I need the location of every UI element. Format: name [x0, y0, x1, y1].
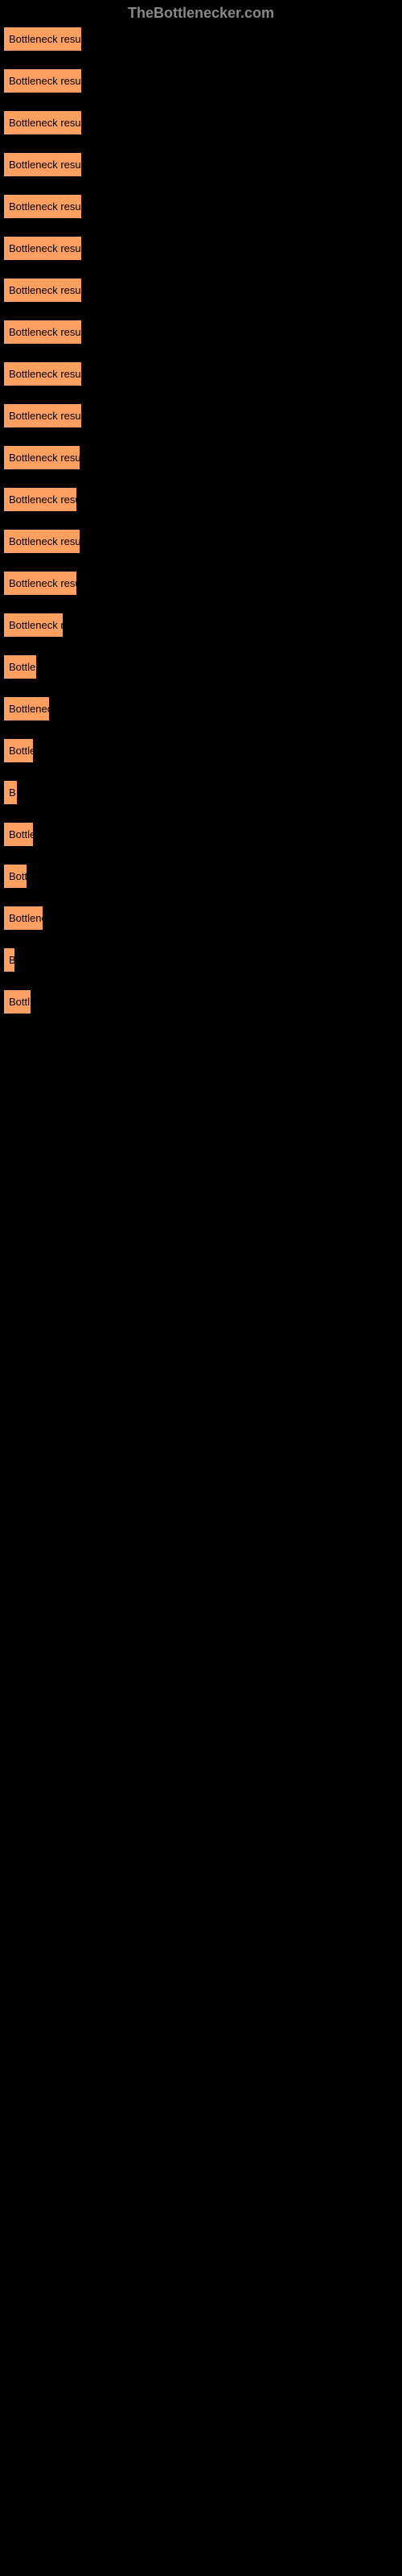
- result-row: Bottleneck result: [3, 27, 399, 56]
- result-row: Bottleneck result: [3, 68, 399, 97]
- result-row: Bottleneck result: [3, 152, 399, 181]
- result-row: Bottleneck resul: [3, 571, 399, 600]
- result-row: Bottleneck: [3, 696, 399, 725]
- result-row: B: [3, 947, 399, 976]
- bottleneck-result-link[interactable]: Bottleneck result: [3, 320, 82, 345]
- bottleneck-result-link[interactable]: Bottlen: [3, 654, 37, 679]
- bottleneck-result-link[interactable]: Bottle: [3, 822, 34, 847]
- bottleneck-result-link[interactable]: Bottl: [3, 989, 31, 1014]
- site-header: TheBottlenecker.com: [0, 0, 402, 27]
- bottleneck-result-link[interactable]: Bottlene: [3, 906, 43, 931]
- bottleneck-result-link[interactable]: Bottleneck result: [3, 152, 82, 177]
- bottleneck-result-link[interactable]: Bottleneck result: [3, 194, 82, 219]
- bottleneck-result-link[interactable]: Bottleneck result: [3, 403, 82, 428]
- result-row: Bottlene: [3, 906, 399, 935]
- bottleneck-result-link[interactable]: Bottleneck r: [3, 613, 64, 638]
- results-list: Bottleneck result Bottleneck result Bottle…: [0, 27, 402, 1018]
- result-row: Bottleneck result: [3, 110, 399, 139]
- result-row: Bottleneck result: [3, 236, 399, 265]
- result-row: Bottleneck resul: [3, 487, 399, 516]
- bottleneck-result-link[interactable]: Bottleneck: [3, 696, 50, 721]
- result-row: B: [3, 780, 399, 809]
- bottleneck-result-link[interactable]: Bottleneck result: [3, 68, 82, 93]
- result-row: Bottleneck r: [3, 613, 399, 642]
- result-row: Bottleneck result: [3, 194, 399, 223]
- bottleneck-result-link[interactable]: Bottle: [3, 738, 34, 763]
- bottleneck-result-link[interactable]: Bottleneck result: [3, 361, 82, 386]
- result-row: Bott: [3, 864, 399, 893]
- result-row: Bottleneck result: [3, 361, 399, 390]
- bottleneck-result-link[interactable]: B: [3, 947, 15, 972]
- bottleneck-result-link[interactable]: B: [3, 780, 18, 805]
- result-row: Bottl: [3, 989, 399, 1018]
- result-row: Bottleneck result: [3, 278, 399, 307]
- bottleneck-result-link[interactable]: Bottleneck resul: [3, 487, 77, 512]
- result-row: Bottleneck result: [3, 403, 399, 432]
- result-row: Bottleneck result: [3, 320, 399, 349]
- bottleneck-result-link[interactable]: Bottleneck result: [3, 236, 82, 261]
- result-row: Bottlen: [3, 654, 399, 683]
- bottleneck-result-link[interactable]: Bottleneck result: [3, 110, 82, 135]
- bottleneck-result-link[interactable]: Bottleneck result: [3, 27, 82, 52]
- result-row: Bottleneck result: [3, 529, 399, 558]
- bottleneck-result-link[interactable]: Bottleneck result: [3, 445, 80, 470]
- result-row: Bottle: [3, 738, 399, 767]
- result-row: Bottleneck result: [3, 445, 399, 474]
- bottleneck-result-link[interactable]: Bottleneck resul: [3, 571, 77, 596]
- bottleneck-result-link[interactable]: Bott: [3, 864, 27, 889]
- result-row: Bottle: [3, 822, 399, 851]
- bottleneck-result-link[interactable]: Bottleneck result: [3, 529, 80, 554]
- bottleneck-result-link[interactable]: Bottleneck result: [3, 278, 82, 303]
